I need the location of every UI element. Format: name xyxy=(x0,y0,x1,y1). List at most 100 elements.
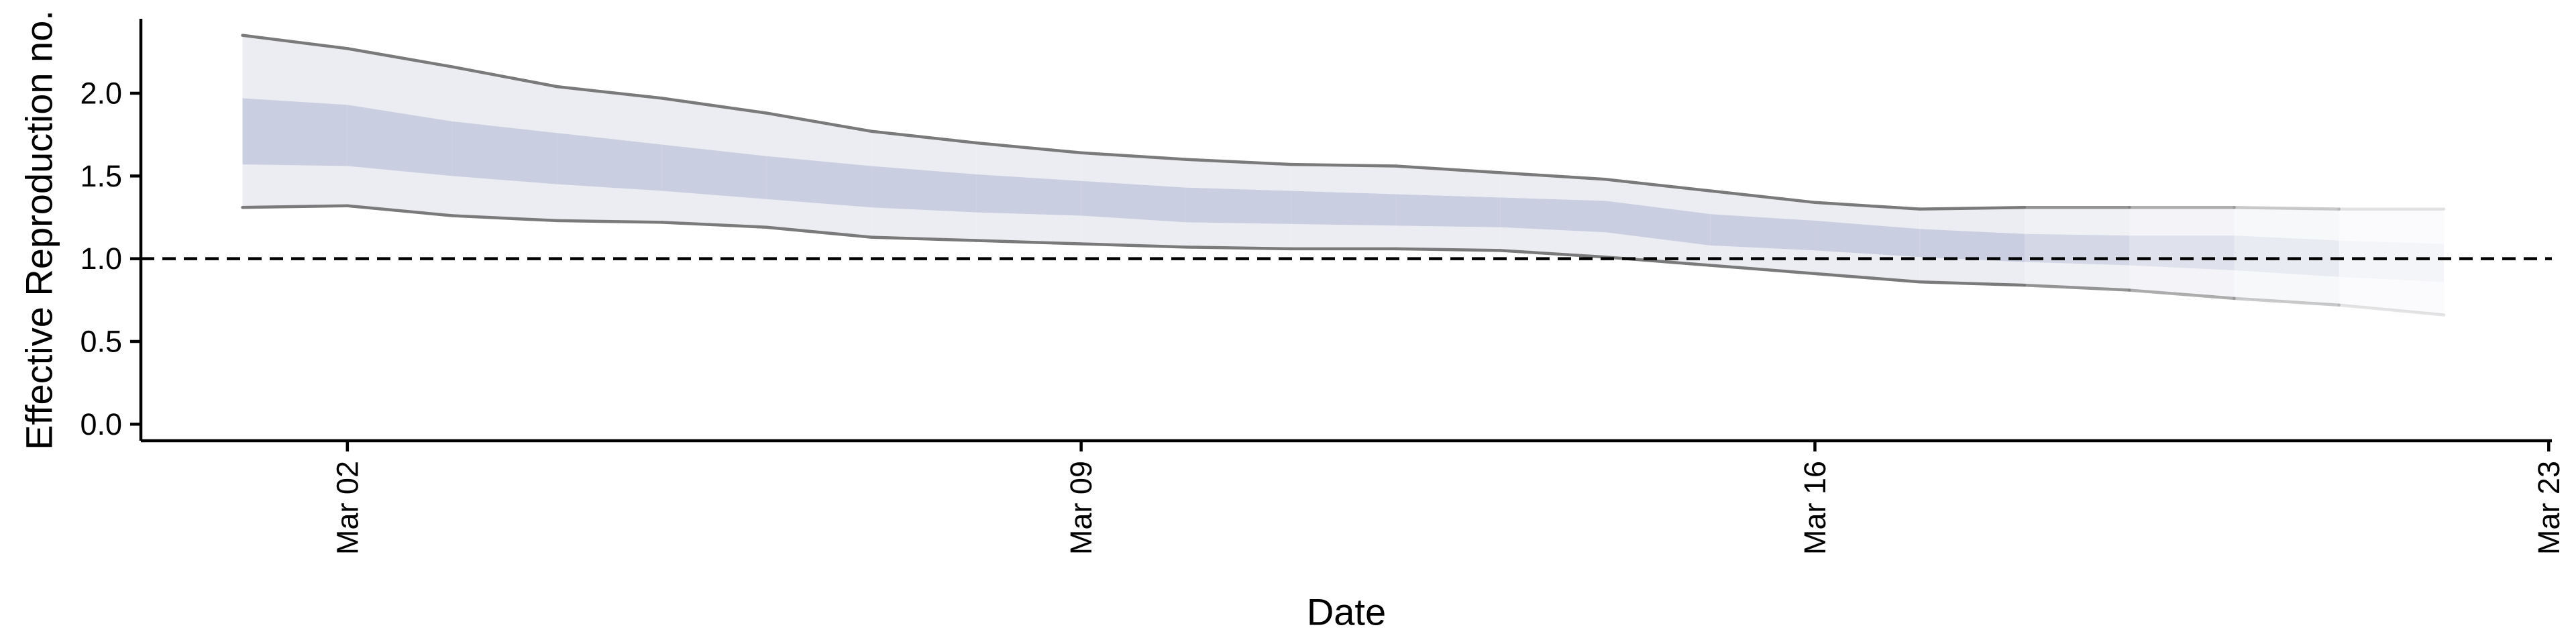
upper-bound-line xyxy=(1184,158,1293,166)
lower-bound-line xyxy=(2233,297,2341,307)
outer-band-segment xyxy=(347,48,453,121)
inner-band-segment xyxy=(976,174,1081,216)
inner-band-segment xyxy=(1710,214,1815,251)
upper-bound-line xyxy=(1079,151,1188,161)
outer-band-segment xyxy=(976,143,1081,181)
outer-band-segment xyxy=(2234,207,2339,241)
outer-band-segment xyxy=(661,191,767,227)
lower-bound-line xyxy=(765,225,873,239)
lower-bound-line xyxy=(555,219,663,224)
upper-bound-line xyxy=(345,47,454,68)
y-axis-title: Effective Reproduction no. xyxy=(18,10,60,450)
outer-band-segment xyxy=(1185,159,1291,191)
lower-bound-line xyxy=(869,235,978,242)
inner-band-segment xyxy=(1605,201,1711,246)
y-tick-label: 0.0 xyxy=(80,407,122,441)
lower-bound-line xyxy=(1184,246,1293,251)
outer-band-segment xyxy=(1815,202,1920,229)
x-tick-label: Mar 16 xyxy=(1798,461,1832,555)
lower-bound-line xyxy=(2023,283,2131,292)
upper-bound-line xyxy=(1708,189,1817,205)
outer-band-segment xyxy=(557,87,662,145)
inner-band-segment xyxy=(766,156,872,208)
x-axis-title: Date xyxy=(1307,591,1386,633)
lower-bound-line xyxy=(1079,242,1188,249)
lower-bound-line xyxy=(450,214,559,223)
y-tick-label: 2.0 xyxy=(80,76,122,111)
outer-band-segment xyxy=(452,176,557,221)
lower-bound-line xyxy=(2128,288,2236,301)
inner-band-segment xyxy=(871,166,977,213)
outer-band-segment xyxy=(1500,227,1605,258)
upper-bound-line xyxy=(1394,164,1502,174)
upper-bound-line xyxy=(1603,178,1712,193)
outer-band-segment xyxy=(1081,152,1186,188)
lower-bound-line xyxy=(345,204,454,217)
outer-band-segment xyxy=(242,164,347,208)
lower-bound-line xyxy=(1499,249,1607,259)
inner-band-segment xyxy=(347,105,453,176)
inner-band-segment xyxy=(1081,180,1186,223)
lower-bound-line xyxy=(660,221,769,229)
inner-band-segment xyxy=(1395,194,1501,227)
outer-band-segment xyxy=(242,35,347,105)
outer-band-segment xyxy=(1500,172,1605,201)
outer-band-segment xyxy=(871,131,977,174)
outer-band-segment xyxy=(2339,209,2445,244)
lower-bound-line xyxy=(2337,303,2446,317)
inner-band-segment xyxy=(2025,233,2130,266)
x-tick-label: Mar 02 xyxy=(330,461,364,555)
outer-band-segment xyxy=(1291,164,1396,195)
y-tick-label: 1.0 xyxy=(80,241,122,276)
outer-band-segment xyxy=(452,66,557,133)
outer-band-segment xyxy=(2129,265,2235,299)
inner-band-segment xyxy=(452,121,557,184)
inner-band-segment xyxy=(1919,229,2025,262)
upper-bound-line xyxy=(975,141,1083,155)
outer-band-segment xyxy=(766,113,872,166)
outer-band-segment xyxy=(2339,276,2445,315)
outer-band-segment xyxy=(1291,223,1396,249)
upper-bound-line xyxy=(450,65,559,89)
inner-band-segment xyxy=(1500,197,1605,233)
inner-band-segment xyxy=(2129,235,2235,270)
inner-band-segment xyxy=(557,133,662,191)
outer-band-segment xyxy=(1919,257,2025,286)
outer-band-segment xyxy=(1185,222,1291,249)
inner-band-segment xyxy=(1815,220,1920,258)
lower-bound-line xyxy=(241,204,350,209)
upper-bound-line xyxy=(1813,201,1921,211)
lower-bound-line xyxy=(1918,280,2027,287)
outer-band-segment xyxy=(766,199,872,237)
outer-band-segment xyxy=(2129,207,2235,236)
credible-interval-bands xyxy=(242,35,2445,315)
outer-band-segment xyxy=(1395,225,1501,251)
x-ticks: Mar 02 Mar 09 Mar 16 Mar 23 xyxy=(330,441,2566,555)
x-tick-label: Mar 09 xyxy=(1064,461,1098,555)
upper-bound-line xyxy=(2233,205,2341,211)
inner-band-segment xyxy=(1185,187,1291,224)
inner-band-segment xyxy=(242,98,347,166)
x-tick-label: Mar 23 xyxy=(2532,461,2566,555)
outer-band-segment xyxy=(2025,262,2130,290)
outer-band-segment xyxy=(2234,270,2339,305)
y-tick-label: 0.5 xyxy=(80,325,122,359)
outer-band-segment xyxy=(1081,215,1186,248)
upper-bound-line xyxy=(555,85,663,100)
upper-bound-line xyxy=(1918,205,2027,211)
outer-band-segment xyxy=(871,207,977,241)
outer-band-segment xyxy=(1919,207,2025,234)
inner-band-segment xyxy=(2234,235,2339,277)
upper-bound-line xyxy=(869,129,978,145)
outer-band-segment xyxy=(1710,191,1815,221)
outer-band-segment xyxy=(2025,207,2130,236)
outer-band-segment xyxy=(661,98,767,156)
upper-bound-line xyxy=(765,111,873,133)
inner-band-segment xyxy=(2339,240,2445,282)
upper-bound-line xyxy=(1499,171,1607,181)
outer-band-segment xyxy=(1395,166,1501,198)
outer-band-segment xyxy=(976,212,1081,244)
outer-band-segment xyxy=(347,166,453,216)
inner-band-segment xyxy=(661,144,767,199)
